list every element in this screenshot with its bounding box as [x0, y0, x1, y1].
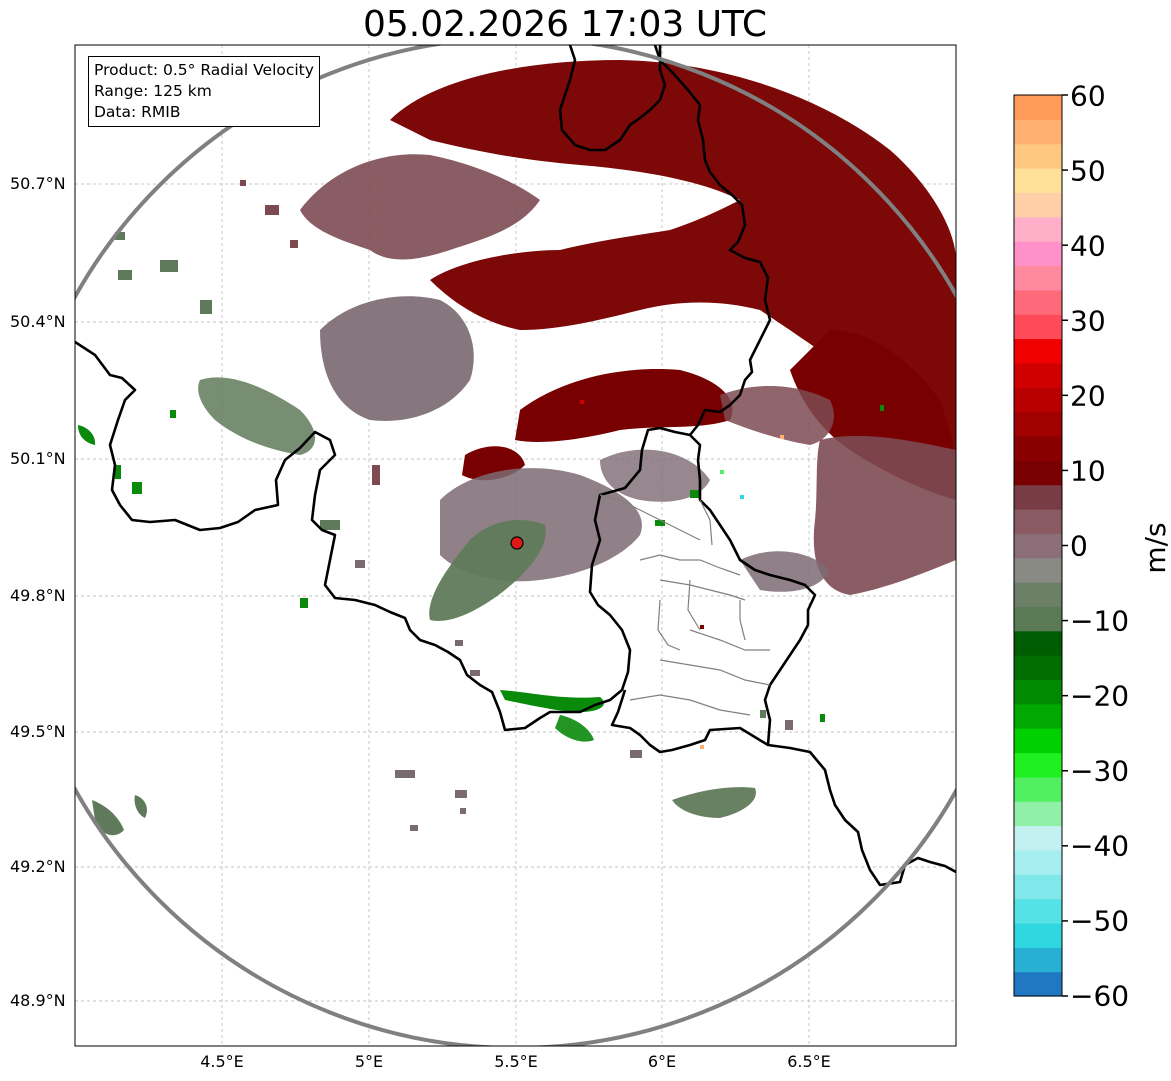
colorbar-segment	[1014, 168, 1062, 193]
colorbar-tick-label: −50	[1070, 904, 1130, 938]
colorbar-segment	[1014, 752, 1062, 778]
colorbar-segment	[1014, 582, 1062, 607]
colorbar-tick-label: 10	[1070, 454, 1106, 488]
colorbar-segment	[1014, 655, 1062, 681]
colorbar-tick-label: −60	[1070, 979, 1130, 1013]
echo-outbound-north	[390, 60, 956, 470]
x-tick-label: 6.5°E	[787, 1052, 831, 1071]
colorbar-segment	[1014, 922, 1062, 948]
colorbar-segment	[1014, 728, 1062, 754]
colorbar-segment	[1014, 435, 1062, 461]
echo-muted-east	[813, 435, 956, 595]
echo-near-zero-se	[740, 551, 830, 592]
x-tick-label: 5.5°E	[494, 1052, 538, 1071]
colorbar-tick-label: 0	[1070, 529, 1088, 563]
country-borders	[75, 45, 956, 887]
colorbar-segment	[1014, 776, 1062, 802]
echo-inbound-west	[198, 377, 315, 455]
info-data-source: Data: RMIB	[94, 103, 181, 121]
info-product: Product: 0.5° Radial Velocity	[94, 61, 314, 79]
colorbar-segment	[1014, 825, 1062, 851]
colorbar-segment	[1014, 289, 1062, 315]
colorbar-segment	[1014, 241, 1062, 267]
colorbar-segment	[1014, 192, 1062, 218]
x-tick-label: 6°E	[647, 1052, 677, 1071]
colorbar-segment	[1014, 143, 1062, 169]
colorbar-segment	[1014, 606, 1062, 632]
colorbar-segment	[1014, 314, 1062, 340]
colorbar-segment	[1014, 508, 1062, 534]
colorbar-segment	[1014, 119, 1062, 145]
colorbar-segment	[1014, 460, 1062, 486]
colorbar-segment	[1014, 801, 1062, 827]
colorbar-segment	[1014, 216, 1062, 242]
colorbar-segment	[1014, 703, 1062, 729]
colorbar-tick-label: 30	[1070, 304, 1106, 338]
colorbar	[1014, 95, 1062, 997]
y-tick-label: 50.7°N	[10, 174, 66, 193]
echo-speckles	[115, 180, 884, 831]
colorbar-segment	[1014, 338, 1062, 364]
y-tick-label: 50.1°N	[10, 449, 66, 468]
y-tick-label: 49.2°N	[10, 857, 66, 876]
colorbar-segment	[1014, 484, 1062, 510]
echo-inbound-west-edge	[78, 425, 96, 445]
echo-inbound-southwest-2	[134, 795, 147, 818]
colorbar-tick-label: −20	[1070, 679, 1130, 713]
colorbar-unit: m/s	[1139, 522, 1171, 574]
echo-inbound-band-south	[500, 690, 604, 712]
x-tick-label: 5°E	[354, 1052, 384, 1071]
colorbar-tick-label: 20	[1070, 379, 1106, 413]
echo-near-zero-ne	[600, 449, 710, 502]
echo-muted-northwest	[300, 154, 540, 260]
colorbar-tick-label: −10	[1070, 604, 1130, 638]
velocity-echoes	[78, 60, 956, 836]
colorbar-segment	[1014, 630, 1062, 656]
colorbar-tick-label: −30	[1070, 754, 1130, 788]
colorbar-segment	[1014, 971, 1062, 997]
colorbar-segment	[1014, 362, 1062, 388]
admin-borders	[599, 494, 771, 716]
plot-frame	[74, 44, 957, 1047]
y-tick-label: 48.9°N	[10, 991, 66, 1010]
colorbar-tick-label: 40	[1070, 229, 1106, 263]
echo-inbound-south	[672, 787, 756, 818]
info-range: Range: 125 km	[94, 82, 212, 100]
colorbar-segment	[1014, 533, 1062, 559]
info-box: Product: 0.5° Radial Velocity Range: 125…	[88, 56, 320, 127]
gridlines	[75, 45, 956, 1046]
echo-outbound-center	[515, 369, 733, 442]
map-title: 05.02.2026 17:03 UTC	[362, 4, 768, 45]
x-tick-label: 4.5°E	[200, 1052, 244, 1071]
colorbar-segment	[1014, 849, 1062, 875]
y-tick-label: 49.5°N	[10, 722, 66, 741]
colorbar-segment	[1014, 679, 1062, 705]
radar-site-marker	[510, 536, 524, 550]
colorbar-segment	[1014, 874, 1062, 900]
colorbar-segment	[1014, 947, 1062, 973]
echo-muted-band	[720, 385, 834, 445]
colorbar-tick-label: 60	[1070, 79, 1106, 113]
colorbar-segment	[1014, 898, 1062, 924]
y-tick-label: 49.8°N	[10, 586, 66, 605]
colorbar-segment	[1014, 557, 1062, 583]
echo-inbound-south-2	[555, 715, 594, 742]
colorbar-tick-label: 50	[1070, 154, 1106, 188]
colorbar-tick-label: −40	[1070, 829, 1130, 863]
colorbar-segment	[1014, 95, 1062, 120]
colorbar-segment	[1014, 265, 1062, 291]
colorbar-segment	[1014, 387, 1062, 413]
y-tick-label: 50.4°N	[10, 312, 66, 331]
colorbar-ticks	[1062, 94, 1068, 997]
colorbar-segment	[1014, 411, 1062, 437]
echo-muted-west	[320, 296, 474, 421]
